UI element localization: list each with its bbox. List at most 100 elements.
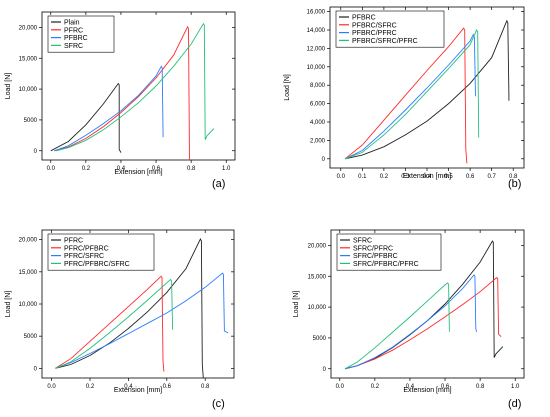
legend-box — [47, 233, 155, 271]
legend-label: PFRC/PFBRC/SFRC — [64, 261, 130, 268]
series-line-pfrc-pfbrc — [55, 275, 165, 372]
x-axis-label: Extension [mm] — [403, 173, 451, 180]
y-tick-label: 15,000 — [19, 56, 38, 62]
y-tick-label: 20,000 — [19, 238, 38, 244]
x-tick-label: 0.4 — [117, 166, 126, 172]
series-line-pfbrc — [54, 65, 164, 152]
y-tick-label: 0 — [34, 366, 38, 372]
legend-label: PFBRC — [352, 15, 376, 22]
y-tick-label: 5000 — [24, 118, 38, 124]
y-tick-label: 8,000 — [310, 83, 326, 89]
x-tick-label: 0.2 — [380, 174, 389, 180]
x-axis-label: Extension [mm] — [114, 387, 162, 394]
x-tick-label: 0.3 — [401, 174, 410, 180]
y-tick-label: 4,000 — [310, 120, 326, 126]
legend-box — [336, 233, 442, 271]
y-tick-label: 12,000 — [307, 46, 326, 52]
series-line-pfrc — [55, 238, 204, 378]
legend-label: PFBRC/PFRC — [352, 30, 397, 37]
y-axis-label: Load [N] — [293, 291, 300, 318]
x-tick-label: 0.7 — [487, 174, 496, 180]
y-tick-label: 16,000 — [307, 10, 326, 16]
y-tick-label: 5000 — [313, 336, 327, 342]
legend-label: SFRC/PFBRC — [353, 253, 398, 260]
x-tick-label: 0.0 — [336, 384, 345, 390]
x-tick-label: 0.8 — [509, 174, 518, 180]
x-tick-label: 0.5 — [444, 174, 453, 180]
x-tick-label: 0.6 — [163, 384, 172, 390]
x-tick-label: 0.2 — [82, 166, 91, 172]
legend-label: PFRC — [64, 238, 83, 245]
y-tick-label: 15,000 — [308, 274, 327, 280]
y-tick-label: 5000 — [24, 334, 38, 340]
panel-a: 0.0 0.2 0.4 0.6 0.8 1.0 0 5000 10,000 15,000 20,00… — [5, 11, 236, 190]
x-tick-label: 0.2 — [86, 384, 95, 390]
legend-label: Plain — [64, 20, 80, 27]
x-tick-label: 1.0 — [511, 384, 520, 390]
x-tick-label: 0.4 — [406, 384, 415, 390]
series-line-pfrc-pfbrc-sfrc — [55, 278, 174, 369]
legend-box — [335, 10, 445, 48]
legend-label: SFRC/PFRC — [353, 245, 393, 252]
panel-d: 0.0 0.2 0.4 0.6 0.8 1.0 0 5000 10,000 15,000 20,00… — [293, 229, 525, 410]
x-tick-label: 1.0 — [222, 166, 231, 172]
x-tick-label: 0.0 — [47, 166, 56, 172]
y-tick-label: 10,000 — [19, 87, 38, 93]
x-tick-label: 0.6 — [152, 166, 161, 172]
series-line-sfrc — [55, 22, 215, 152]
x-tick-label: 0.6 — [466, 174, 475, 180]
x-tick-label: 0.6 — [441, 384, 450, 390]
panel-b: 0.0 0.1 0.2 0.3 0.4 0.5 0.6 0.7 0.8 0 2,000 4,000 6,… — [284, 6, 525, 190]
y-tick-label: 6,000 — [310, 102, 326, 108]
panel-label: (b) — [508, 178, 521, 190]
series-line-sfrc-pfbrc-pfrc — [344, 282, 450, 370]
y-tick-label: 10,000 — [308, 305, 327, 311]
series-line-pfrc — [54, 25, 190, 160]
panel-label: (a) — [212, 178, 225, 190]
y-axis-label: Load [N] — [5, 291, 12, 318]
legend-label: SFRC/PFBRC/PFRC — [353, 261, 419, 268]
series-line-pfbrc-sfrc-pfrc — [344, 29, 480, 160]
series-line-sfrc-pfrc — [344, 276, 502, 370]
panel-c: 0.0 0.2 0.4 0.6 0.8 0 5000 10,000 15,000 20,000 Ex… — [5, 229, 235, 410]
y-tick-label: 0 — [323, 367, 327, 373]
y-tick-label: 2,000 — [310, 138, 326, 144]
series-line-pfrc-sfrc — [55, 272, 229, 369]
legend-label: SFRC — [353, 238, 372, 245]
legend-label: PFRC — [64, 27, 83, 34]
legend-label: PFBRC/SFRC/PFRC — [352, 38, 418, 45]
x-tick-label: 0.2 — [371, 384, 380, 390]
series-line-pfbrc-sfrc — [344, 27, 468, 164]
x-tick-label: 0.4 — [124, 384, 133, 390]
series-line-sfrc-pfbrc — [344, 274, 478, 370]
x-tick-label: 0.0 — [47, 384, 56, 390]
x-tick-label: 0.8 — [476, 384, 485, 390]
series-line-plain — [50, 82, 122, 153]
legend-label: PFBRC — [64, 35, 88, 42]
y-tick-label: 10,000 — [19, 302, 38, 308]
x-tick-label: 0.8 — [201, 384, 210, 390]
legend-label: PFRC/PFBRC — [64, 245, 109, 252]
y-tick-label: 0 — [34, 149, 38, 155]
x-tick-label: 0.8 — [187, 166, 196, 172]
legend-label: SFRC — [64, 43, 83, 50]
x-axis-label: Extension [mm] — [403, 387, 451, 394]
x-tick-label: 0.4 — [423, 174, 432, 180]
y-tick-label: 10,000 — [307, 65, 326, 71]
y-axis-label: Load [N] — [284, 74, 291, 101]
legend-label: PFRC/SFRC — [64, 253, 104, 260]
y-tick-label: 14,000 — [307, 28, 326, 34]
panel-label: (c) — [212, 398, 225, 410]
y-tick-label: 0 — [322, 157, 326, 163]
x-tick-label: 0.1 — [358, 174, 367, 180]
series-line-pfbrc — [345, 19, 510, 160]
legend-label: PFBRC/SFRC — [352, 22, 397, 29]
series-line-sfrc — [344, 240, 504, 370]
y-tick-label: 20,000 — [308, 243, 327, 249]
y-tick-label: 15,000 — [19, 270, 38, 276]
y-tick-label: 20,000 — [19, 25, 38, 31]
panel-label: (d) — [508, 398, 521, 410]
y-axis-label: Load [N] — [5, 73, 12, 100]
x-axis-label: Extension [mm] — [114, 169, 162, 176]
